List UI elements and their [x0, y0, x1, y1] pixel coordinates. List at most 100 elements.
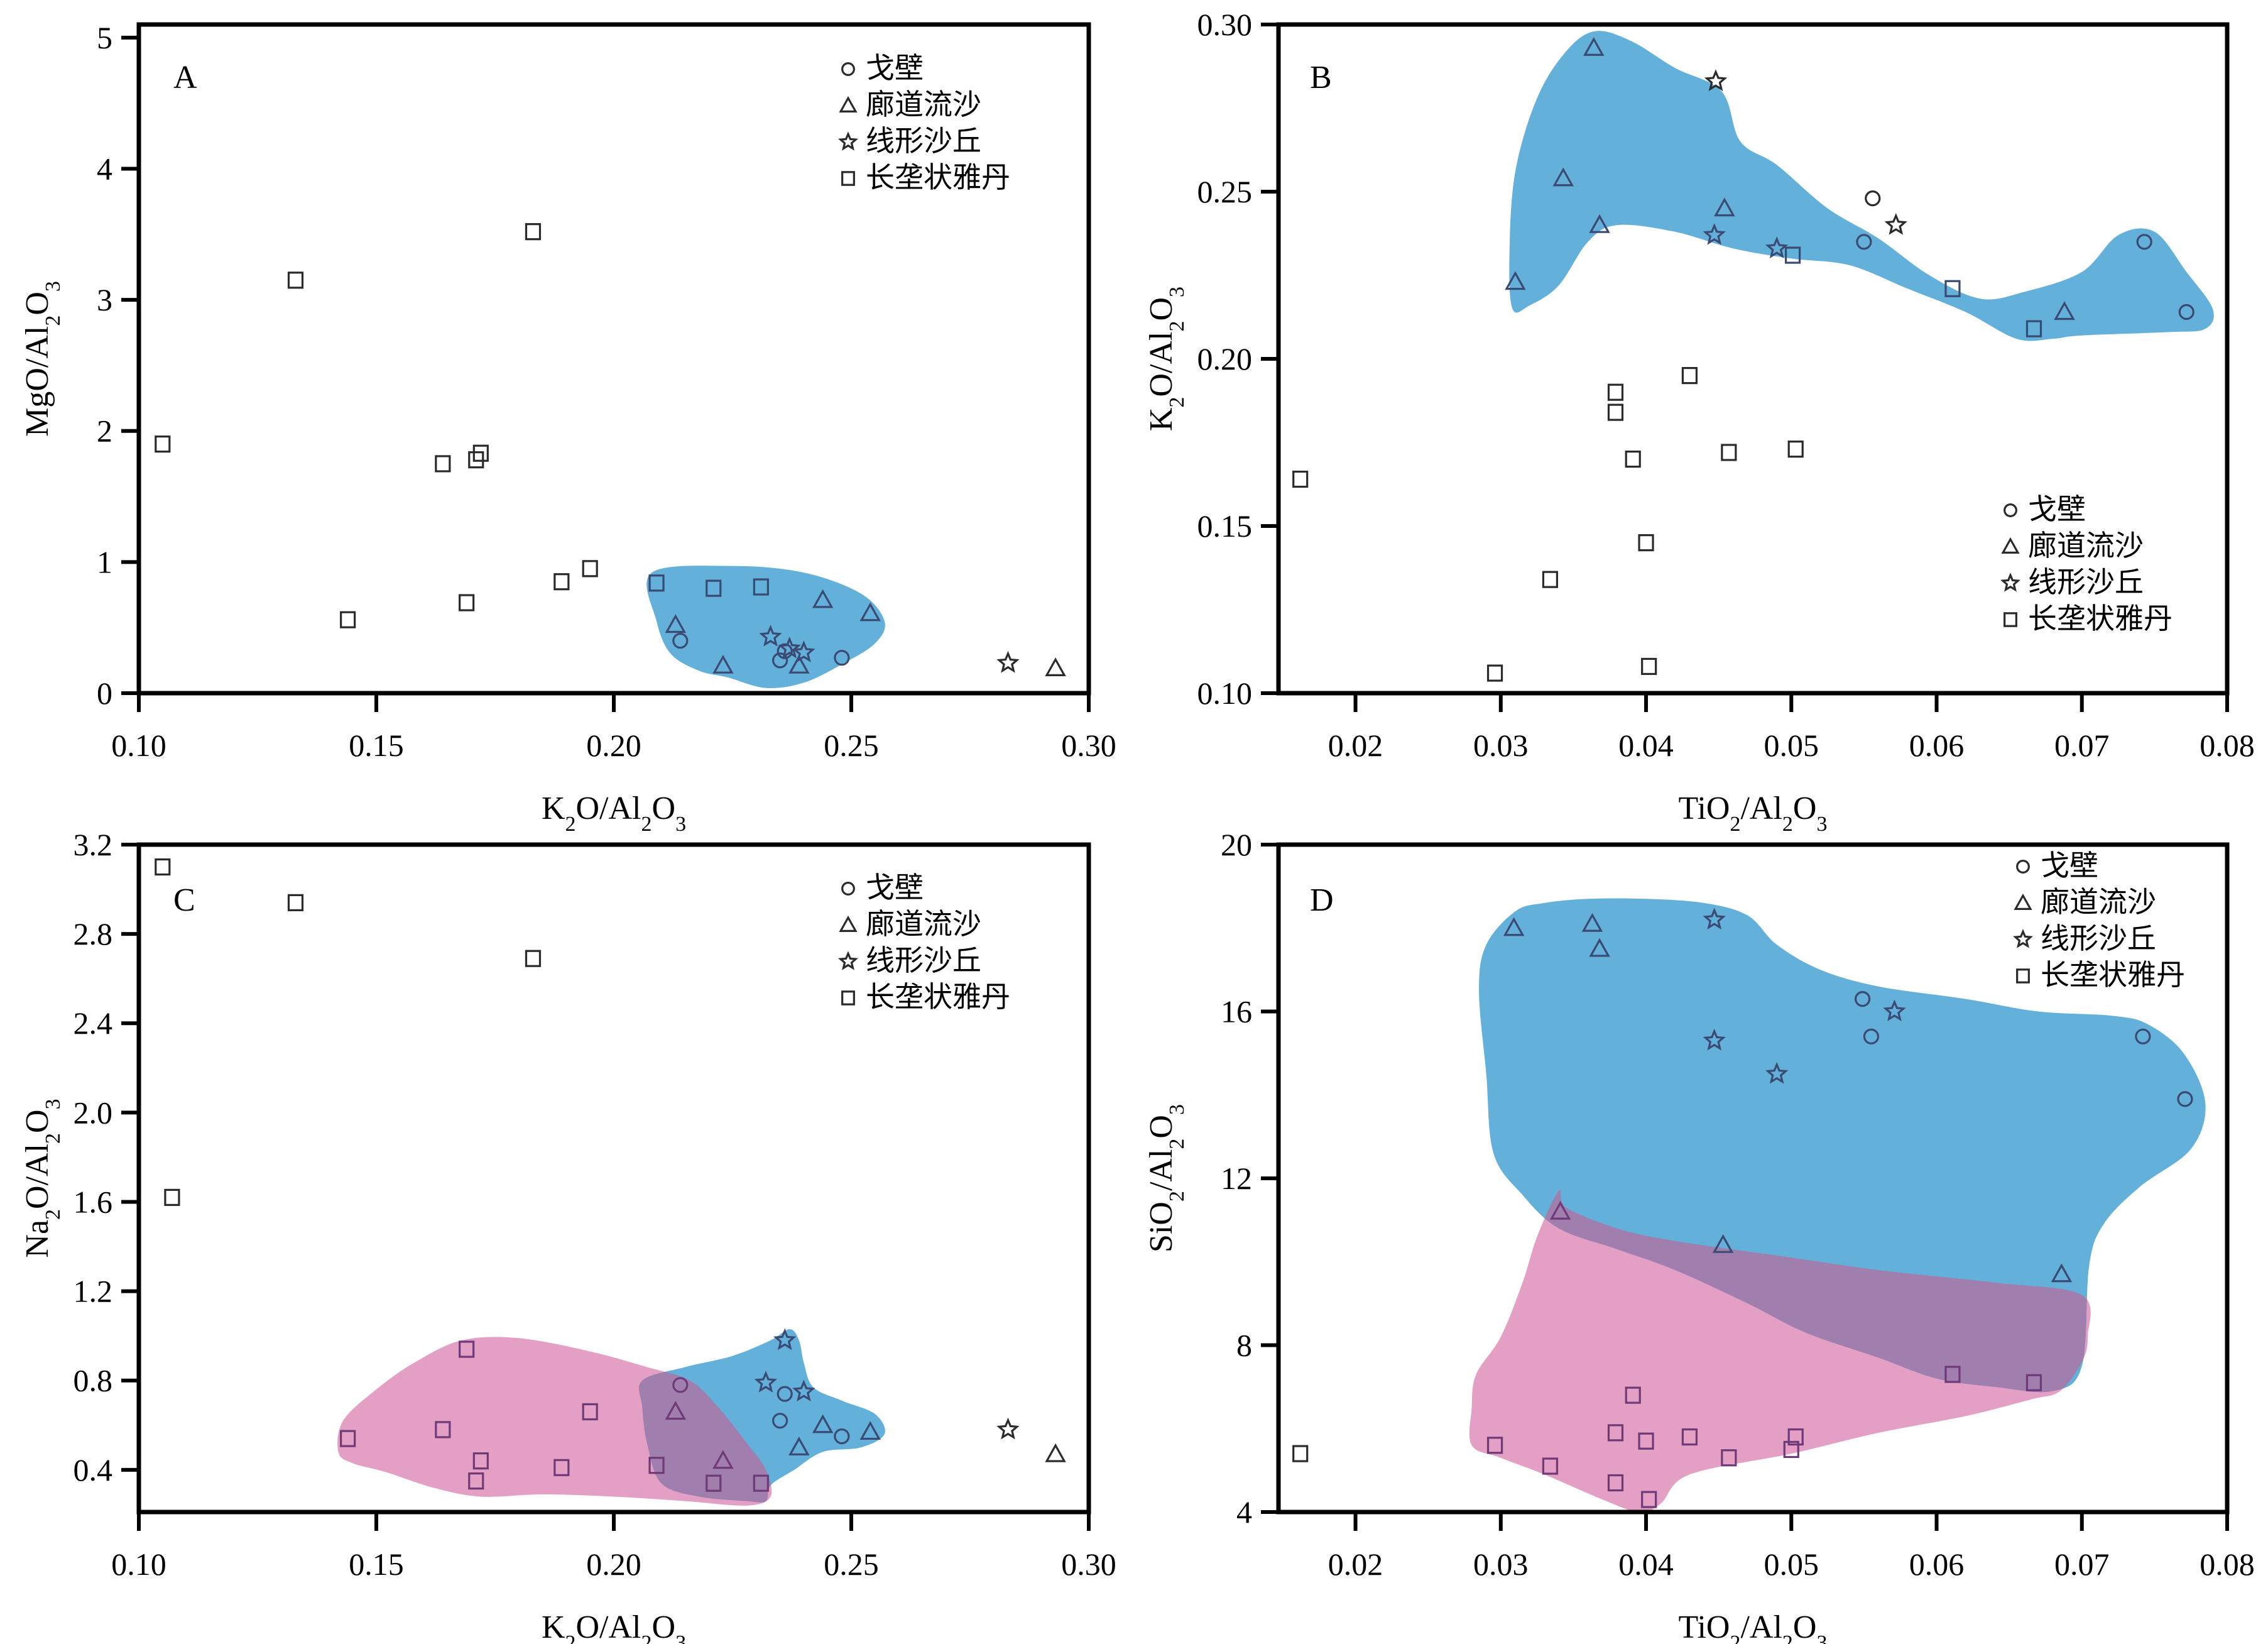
legend-square-icon — [2004, 612, 2017, 627]
point-triangle — [1583, 36, 1605, 56]
point-circle — [834, 1428, 850, 1445]
legend-label: 廊道流沙 — [866, 87, 981, 121]
point-triangle — [2051, 1263, 2073, 1283]
x-tick-label: 0.08 — [2200, 1547, 2255, 1582]
point-triangle — [1552, 167, 1574, 187]
point-star — [759, 625, 782, 647]
point-triangle — [1045, 1443, 1066, 1462]
point-square — [1542, 1457, 1559, 1475]
point-circle — [771, 1413, 788, 1429]
legend-label: 戈壁 — [866, 51, 924, 85]
point-star — [996, 650, 1020, 673]
y-tick-label: 1.6 — [74, 1184, 113, 1219]
legend-square-icon — [841, 171, 855, 186]
point-triangle — [1505, 271, 1526, 290]
panel-c: 0.10 0.15 0.20 0.25 0.30 0.4 0.8 1.2 1.6 2.0 2.4 2.… — [19, 827, 1116, 1644]
point-square — [1641, 1491, 1657, 1508]
y-tick-label: 2 — [97, 414, 112, 449]
point-square — [155, 436, 171, 453]
point-square — [1607, 403, 1624, 421]
legend-label: 戈壁 — [2041, 848, 2098, 882]
x-tick-label: 0.10 — [111, 728, 166, 763]
point-triangle — [859, 602, 881, 622]
x-tick-label: 0.02 — [1328, 1547, 1383, 1582]
point-triangle — [1503, 917, 1525, 936]
data-points — [155, 858, 1066, 1492]
point-square — [753, 1474, 769, 1492]
point-triangle — [1589, 938, 1610, 957]
legend-square-icon — [841, 990, 855, 1006]
x-tick-label: 0.10 — [111, 1547, 166, 1582]
point-triangle — [665, 1401, 687, 1420]
point-circle — [777, 1386, 793, 1402]
point-star — [1703, 223, 1726, 245]
y-tick-label: 4 — [97, 151, 112, 186]
x-axis-label: TiO2/Al2O3 — [1679, 791, 1828, 836]
point-square — [1783, 1440, 1799, 1459]
panel-a: 0.10 0.15 0.20 0.25 0.30 0 1 2 3 4 5 K2O/Al2O3 MgO/A… — [19, 20, 1116, 836]
point-square — [553, 1459, 570, 1476]
point-square — [1721, 1449, 1737, 1467]
legend-label: 长垄状雅丹 — [866, 160, 1010, 194]
point-square — [1681, 366, 1698, 385]
point-square — [1681, 1428, 1698, 1446]
y-tick-label: 5 — [97, 20, 112, 55]
legend-circle-icon — [2016, 860, 2030, 874]
point-triangle — [2054, 301, 2075, 321]
point-circle — [1856, 234, 1872, 250]
x-tick-label: 0.03 — [1473, 1547, 1529, 1582]
point-square — [435, 1421, 451, 1438]
x-tick-label: 0.04 — [1618, 1547, 1674, 1582]
y-tick-label: 0.8 — [74, 1363, 113, 1398]
point-circle — [672, 632, 689, 649]
field-layer — [1469, 898, 2206, 1513]
x-tick-label: 0.05 — [1764, 728, 1819, 763]
x-tick-label: 0.15 — [349, 728, 404, 763]
point-circle — [2135, 1028, 2151, 1044]
point-circle — [2136, 234, 2152, 250]
x-tick-label: 0.30 — [1061, 728, 1116, 763]
point-square — [2025, 1374, 2042, 1391]
point-star — [754, 1371, 778, 1393]
point-star — [1704, 69, 1728, 91]
point-square — [1944, 1366, 1961, 1383]
x-axis-label: K2O/Al2O3 — [542, 791, 686, 836]
point-square — [1292, 1445, 1309, 1462]
legend-square-icon — [2016, 968, 2030, 984]
point-square — [1787, 1428, 1804, 1446]
point-square — [753, 578, 769, 596]
point-star — [996, 1417, 1020, 1440]
x-tick-label: 0.15 — [349, 1547, 404, 1582]
point-square — [340, 1430, 356, 1447]
point-circle — [2178, 304, 2194, 321]
x-tick-label: 0.25 — [824, 728, 879, 763]
panel-d: 0.02 0.03 0.04 0.05 0.06 0.07 0.08 4 8 12 16 20 TiO2… — [1143, 827, 2255, 1644]
point-triangle — [1549, 1200, 1571, 1220]
point-triangle — [1045, 657, 1066, 676]
y-tick-label: 1 — [97, 544, 112, 579]
point-square — [1638, 1432, 1654, 1450]
y-tick-label: 0.15 — [1197, 508, 1253, 544]
point-triangle — [1589, 214, 1610, 233]
panel-label: C — [173, 882, 195, 918]
point-star — [792, 640, 815, 662]
legend-star-icon — [837, 951, 859, 970]
legend-label: 戈壁 — [2028, 492, 2086, 526]
legend-label: 线形沙丘 — [2041, 921, 2156, 955]
legend-circle-icon — [841, 62, 855, 76]
panel-label: A — [173, 60, 197, 96]
point-circle — [1865, 190, 1881, 207]
point-circle — [771, 652, 788, 669]
legend-triangle-icon — [839, 915, 858, 932]
point-star — [773, 1328, 797, 1351]
y-tick-label: 4 — [1236, 1494, 1252, 1530]
y-tick-label: 3.2 — [74, 827, 113, 862]
point-square — [582, 1403, 598, 1421]
point-square — [435, 455, 451, 473]
point-square — [1787, 441, 1804, 458]
data-points — [1292, 36, 2194, 682]
point-square — [472, 1452, 489, 1470]
